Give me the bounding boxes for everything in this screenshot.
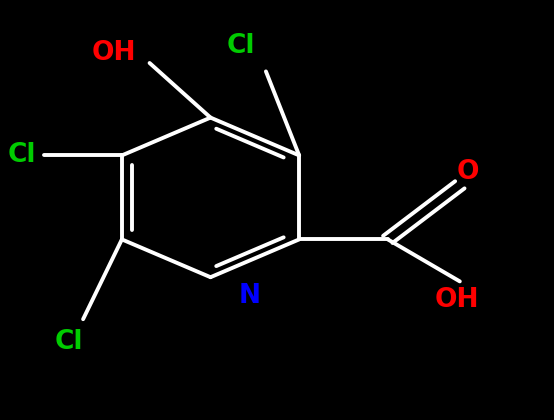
Text: OH: OH: [91, 39, 136, 66]
Text: OH: OH: [435, 287, 479, 313]
Text: Cl: Cl: [227, 33, 255, 59]
Text: Cl: Cl: [55, 329, 84, 355]
Text: N: N: [238, 283, 260, 309]
Text: Cl: Cl: [8, 142, 37, 168]
Text: O: O: [457, 159, 479, 185]
